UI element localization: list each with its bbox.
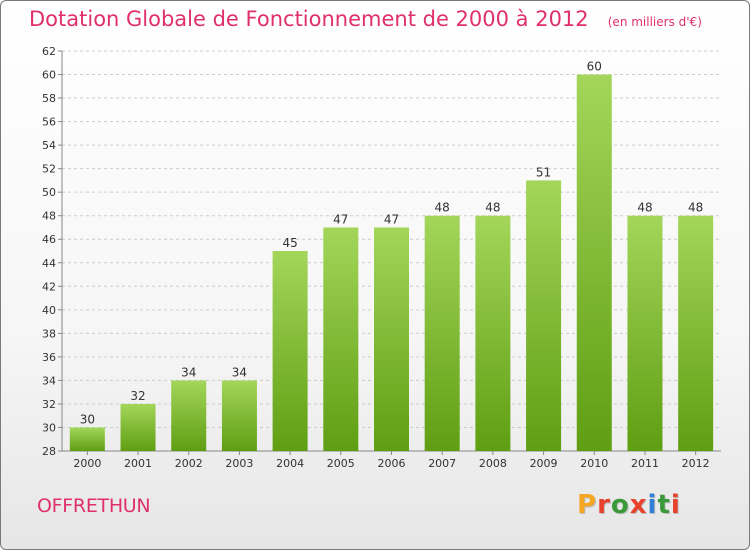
x-tick-label-2002: 2002 xyxy=(175,457,203,470)
x-tick-label-2007: 2007 xyxy=(428,457,456,470)
x-tick-label-2003: 2003 xyxy=(225,457,253,470)
data-label-2008: 48 xyxy=(485,201,500,215)
title-row: Dotation Globale de Fonctionnement de 20… xyxy=(29,7,702,31)
bar-2012 xyxy=(678,215,714,451)
y-tick-label: 40 xyxy=(42,304,56,317)
chart-subtitle: (en milliers d'€) xyxy=(607,15,702,29)
logo-letter: o xyxy=(610,490,630,520)
y-tick-label: 60 xyxy=(42,69,56,82)
bar-2000 xyxy=(69,427,105,451)
bar-2006 xyxy=(374,227,409,451)
bar-2010 xyxy=(576,74,612,451)
logo-letter: t xyxy=(657,490,671,520)
commune-name: OFFRETHUN xyxy=(37,495,151,517)
y-tick-label: 32 xyxy=(42,398,56,411)
y-tick-label: 28 xyxy=(42,445,56,458)
data-label-2004: 45 xyxy=(282,236,297,250)
y-tick-label: 62 xyxy=(42,45,56,58)
y-tick-label: 34 xyxy=(42,374,56,387)
y-tick-label: 44 xyxy=(42,257,56,270)
y-tick-label: 46 xyxy=(42,233,56,246)
data-label-2011: 48 xyxy=(637,201,652,215)
data-label-2000: 30 xyxy=(80,412,95,426)
y-tick-label: 50 xyxy=(42,186,56,199)
y-tick-label: 42 xyxy=(42,280,56,293)
bar-2004 xyxy=(272,251,308,451)
bar-2007 xyxy=(424,215,460,451)
chart-title: Dotation Globale de Fonctionnement de 20… xyxy=(29,7,589,31)
x-tick-label-2012: 2012 xyxy=(682,457,710,470)
x-tick-label-2009: 2009 xyxy=(530,457,558,470)
x-tick-label-2001: 2001 xyxy=(124,457,152,470)
x-tick-label-2006: 2006 xyxy=(378,457,406,470)
data-label-2001: 32 xyxy=(130,389,145,403)
x-tick-label-2000: 2000 xyxy=(73,457,101,470)
bar-2008 xyxy=(475,215,511,451)
data-label-2005: 47 xyxy=(333,212,348,226)
y-tick-label: 38 xyxy=(42,327,56,340)
y-tick-label: 48 xyxy=(42,210,56,223)
proxiti-logo[interactable]: Proxiti xyxy=(577,490,681,520)
bar-2001 xyxy=(120,403,156,451)
x-tick-label-2005: 2005 xyxy=(327,457,355,470)
x-tick-label-2008: 2008 xyxy=(479,457,507,470)
data-label-2009: 51 xyxy=(536,165,551,179)
bar-2005 xyxy=(323,227,359,451)
bar-layer xyxy=(69,74,714,452)
data-label-2006: 47 xyxy=(384,212,399,226)
y-tick-label: 36 xyxy=(42,351,56,364)
x-tick-label-2011: 2011 xyxy=(631,457,659,470)
y-tick-label: 52 xyxy=(42,163,56,176)
logo-letter: P xyxy=(577,490,598,520)
bar-2011 xyxy=(627,215,663,451)
bar-2002 xyxy=(171,380,207,451)
logo-letter: r xyxy=(597,490,611,520)
y-tick-label: 58 xyxy=(42,92,56,105)
x-tick-label-2010: 2010 xyxy=(580,457,608,470)
y-tick-label: 30 xyxy=(42,421,56,434)
data-label-2010: 60 xyxy=(587,60,602,74)
data-label-2003: 34 xyxy=(232,365,247,379)
y-tick-label: 56 xyxy=(42,116,56,129)
data-label-2012: 48 xyxy=(688,201,703,215)
x-tick-label-2004: 2004 xyxy=(276,457,304,470)
logo-letter: x xyxy=(629,490,648,520)
data-label-2007: 48 xyxy=(435,201,450,215)
bar-2003 xyxy=(221,380,257,451)
logo-letter: i xyxy=(647,490,658,520)
label-layer: 30 32 34 34 45 47 47 48 48 51 60 48 48 xyxy=(80,60,704,427)
logo-letter: i xyxy=(670,490,681,520)
y-tick-label: 54 xyxy=(42,139,56,152)
data-label-2002: 34 xyxy=(181,365,196,379)
bar-2009 xyxy=(526,180,562,452)
